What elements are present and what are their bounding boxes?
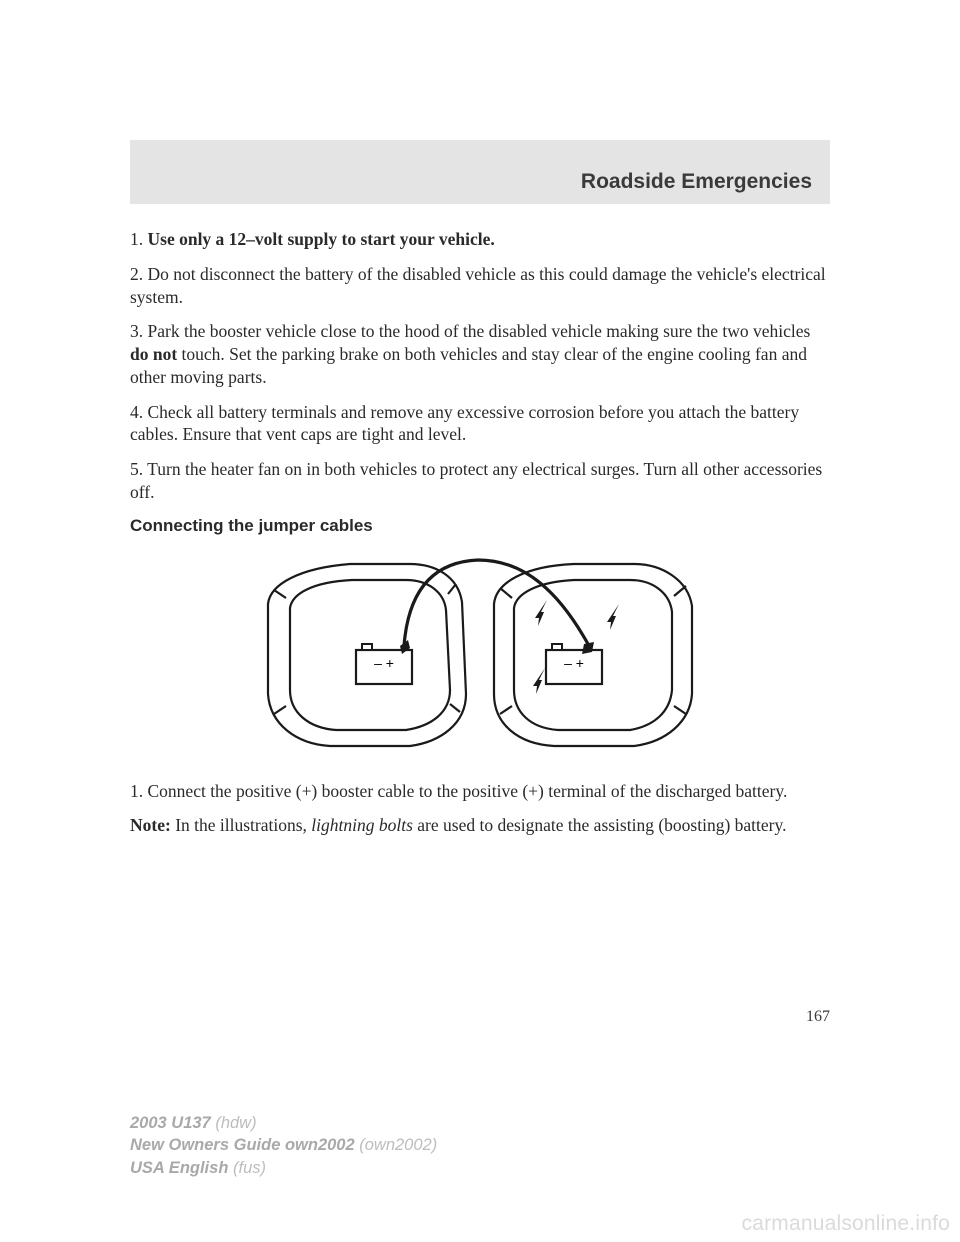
watermark: carmanualsonline.info [742,1212,951,1236]
section-header-bar: Roadside Emergencies [130,140,830,204]
step-1-bold: Use only a 12–volt supply to start your … [148,229,495,249]
footer-2-rest: (own2002) [355,1136,438,1154]
step-1: 1. Use only a 12–volt supply to start yo… [130,228,830,251]
page-number: 167 [806,1008,830,1026]
lightning-bolt-icon [607,604,619,630]
note-b: are used to designate the assisting (boo… [413,815,787,835]
footer-line-1: 2003 U137 (hdw) [130,1112,437,1134]
left-battery-label: – + [374,655,394,671]
footer-metadata: 2003 U137 (hdw) New Owners Guide own2002… [130,1112,437,1179]
left-engine-bay: – + [268,564,466,746]
footer-1-rest: (hdw) [211,1114,257,1132]
figure-container: – + – + [130,554,830,754]
footer-2-bold: New Owners Guide own2002 [130,1136,355,1154]
jumper-cable [404,560,588,646]
footer-line-3: USA English (fus) [130,1157,437,1179]
note-label: Note: [130,815,171,835]
footer-line-2: New Owners Guide own2002 (own2002) [130,1134,437,1156]
connect-step-1: 1. Connect the positive (+) booster cabl… [130,780,830,803]
section-title: Roadside Emergencies [581,170,812,194]
step-4: 4. Check all battery terminals and remov… [130,401,830,447]
lightning-bolt-icon [535,600,547,626]
footer-1-bold: 2003 U137 [130,1114,211,1132]
footer-3-rest: (fus) [228,1159,266,1177]
step-3: 3. Park the booster vehicle close to the… [130,320,830,388]
right-engine-bay: – + [494,564,692,746]
footer-3-bold: USA English [130,1159,228,1177]
note-italic: lightning bolts [311,815,413,835]
right-battery-label: – + [564,655,584,671]
step-3-bold: do not [130,344,177,364]
note-a: In the illustrations, [171,815,311,835]
subheading: Connecting the jumper cables [130,516,830,536]
step-5: 5. Turn the heater fan on in both vehicl… [130,458,830,504]
lightning-bolt-icon [533,668,545,694]
jumper-cable-diagram: – + – + [260,554,700,754]
step-2: 2. Do not disconnect the battery of the … [130,263,830,309]
step-1-prefix: 1. [130,229,148,249]
note-paragraph: Note: In the illustrations, lightning bo… [130,814,830,837]
step-3-a: 3. Park the booster vehicle close to the… [130,321,810,341]
page-content: Roadside Emergencies 1. Use only a 12–vo… [0,0,960,837]
step-3-c: touch. Set the parking brake on both veh… [130,344,807,387]
